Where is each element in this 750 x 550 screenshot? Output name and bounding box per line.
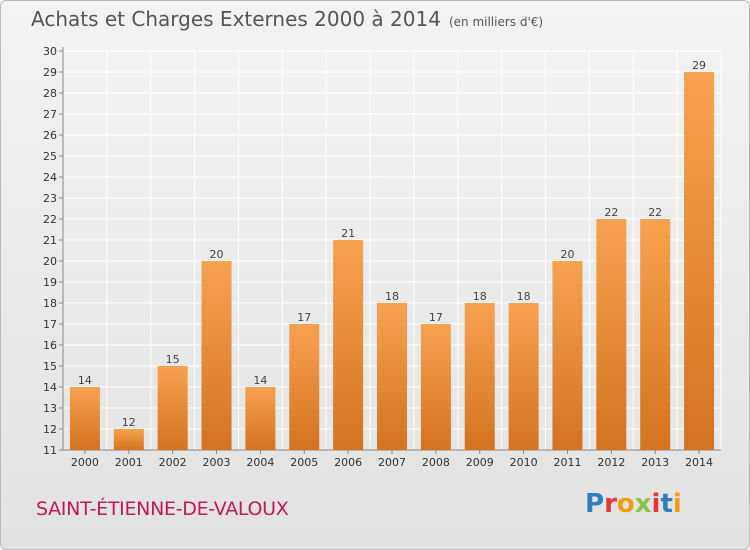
value-label-2001: 12 [122,416,136,429]
y-tick-label: 28 [43,87,57,100]
x-tick-label-2004: 2004 [246,456,274,469]
value-label-2011: 20 [560,248,574,261]
y-tick-label: 25 [43,150,57,163]
y-tick-label: 14 [43,381,57,394]
y-tick-label: 23 [43,192,57,205]
value-label-2008: 17 [429,311,443,324]
bar-2001 [113,429,144,450]
y-tick-label: 22 [43,213,57,226]
y-tick-label: 27 [43,108,57,121]
x-tick-label-2001: 2001 [115,456,143,469]
logo-letter: P [585,489,605,519]
x-tick-label-2012: 2012 [597,456,625,469]
bar-2011 [552,261,583,450]
bars [69,72,715,450]
value-label-2006: 21 [341,227,355,240]
y-tick-label: 15 [43,360,57,373]
chart-title-text: Achats et Charges Externes 2000 à 2014 [31,7,441,31]
logo-letter: i [672,489,682,519]
value-label-2004: 14 [253,374,267,387]
value-label-2012: 22 [604,206,618,219]
x-tick-label-2014: 2014 [685,456,713,469]
y-tick-label: 13 [43,402,57,415]
chart-subtitle: (en milliers d'€) [448,15,544,29]
chart-title: Achats et Charges Externes 2000 à 2014 (e… [31,7,543,31]
value-label-2000: 14 [78,374,92,387]
y-tick-label: 11 [43,444,57,457]
bar-2014 [684,72,715,450]
y-tick-label: 21 [43,234,57,247]
y-tick-label: 20 [43,255,57,268]
logo-letter: x [634,489,652,519]
x-tick-label-2011: 2011 [553,456,581,469]
value-label-2002: 15 [166,353,180,366]
y-tick-label: 29 [43,66,57,79]
x-tick-label-2002: 2002 [159,456,187,469]
x-tick-label-2006: 2006 [334,456,362,469]
bar-2007 [377,303,407,450]
y-tick-label: 30 [43,45,57,58]
bar-2008 [420,324,451,450]
bar-2010 [508,303,539,450]
y-tick-label: 16 [43,339,57,352]
value-label-2014: 29 [692,59,706,72]
location-name: SAINT-ÉTIENNE-DE-VALOUX [36,498,289,520]
value-label-2013: 22 [648,206,662,219]
bar-2006 [333,240,364,450]
bar-2013 [640,219,671,450]
y-tick-label: 24 [43,171,57,184]
y-tick-label: 17 [43,318,57,331]
y-tick-label: 26 [43,129,57,142]
bar-2004 [245,387,276,450]
x-tick-label-2010: 2010 [510,456,538,469]
y-tick-label: 12 [43,423,57,436]
value-label-2009: 18 [473,290,487,303]
x-tick-label-2007: 2007 [378,456,406,469]
x-tick-label-2000: 2000 [71,456,99,469]
logo-letter: t [660,489,673,519]
x-tick-label-2005: 2005 [290,456,318,469]
bar-2005 [289,324,320,450]
bar-2009 [464,303,495,450]
x-tick-label-2009: 2009 [466,456,494,469]
bar-2002 [157,366,188,450]
bar-2003 [201,261,232,450]
logo-letter: o [616,489,635,519]
value-label-2010: 18 [517,290,531,303]
x-tick-label-2008: 2008 [422,456,450,469]
proxiti-logo: Proxiti [585,489,682,519]
x-tick-label-2013: 2013 [641,456,669,469]
value-label-2005: 17 [297,311,311,324]
logo-letter: r [604,489,617,519]
labels: 14 2000 12 2001 15 2002 20 2003 14 2004 17 2005 21 20… [71,59,713,469]
value-label-2003: 20 [210,248,224,261]
y-tick-label: 18 [43,297,57,310]
x-tick-label-2003: 2003 [203,456,231,469]
bar-2000 [69,387,100,450]
logo-letter: i [651,489,661,519]
value-label-2007: 18 [385,290,399,303]
bar-2012 [596,219,627,450]
y-tick-label: 19 [43,276,57,289]
